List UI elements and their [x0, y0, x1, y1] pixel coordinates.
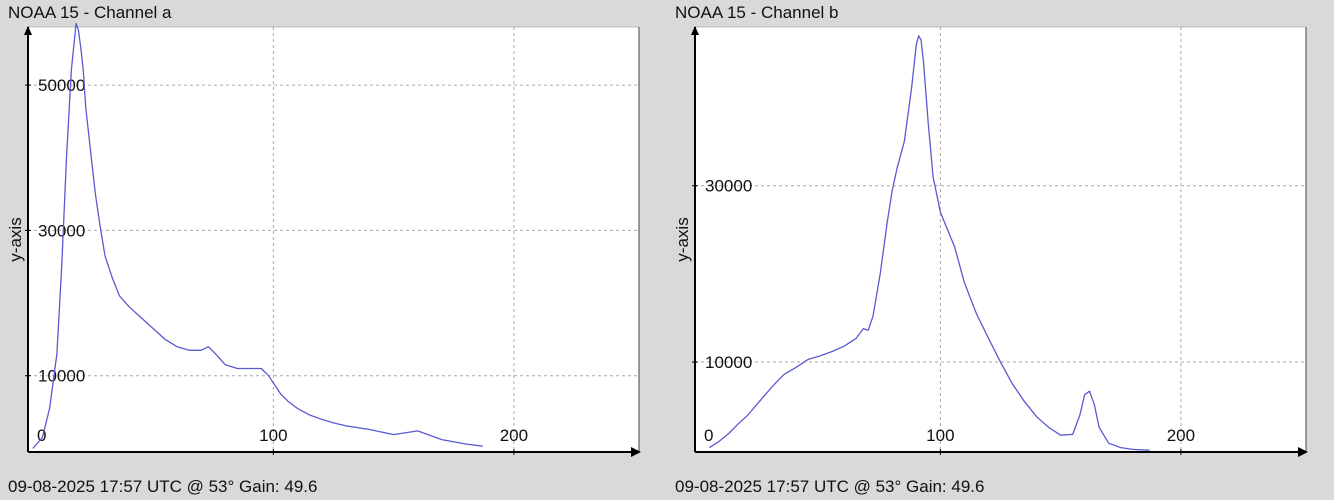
x-tick-label: 100	[259, 426, 287, 445]
x-tick-label: 0	[37, 426, 46, 445]
x-tick-label: 200	[500, 426, 528, 445]
chart-panel-a: NOAA 15 - Channel a 0 100 200 10000 30000 500…	[6, 3, 641, 496]
y-axis-label: y-axis	[673, 217, 692, 261]
series-line	[709, 35, 1150, 451]
chart-footer: 09-08-2025 17:57 UTC @ 53° Gain: 49.6	[8, 477, 318, 496]
line-chart-b: 0 100 200 10000 30000 y-axis	[673, 26, 1308, 457]
x-tick-label: 200	[1167, 426, 1195, 445]
line-chart-a: 0 100 200 10000 30000 50000 y-axis	[6, 22, 641, 457]
chart-panel-b: NOAA 15 - Channel b 0 100 200 10000 30000 y-a…	[667, 0, 1334, 500]
x-tick-label: 0	[704, 426, 713, 445]
x-tick-label: 100	[926, 426, 954, 445]
chart-title: NOAA 15 - Channel b	[675, 3, 839, 22]
y-axis-arrow	[24, 26, 32, 35]
y-tick-label: 10000	[705, 353, 752, 372]
y-axis-arrow	[691, 26, 699, 35]
y-tick-label: 30000	[38, 221, 85, 240]
y-tick-label: 10000	[38, 367, 85, 386]
plot-area	[695, 27, 1306, 452]
plot-area	[28, 27, 639, 452]
x-axis-arrow	[631, 447, 641, 457]
y-tick-label: 30000	[705, 177, 752, 196]
chart-footer: 09-08-2025 17:57 UTC @ 53° Gain: 49.6	[675, 477, 985, 496]
chart-title: NOAA 15 - Channel a	[8, 3, 172, 22]
x-axis-arrow	[1298, 447, 1308, 457]
y-axis-label: y-axis	[6, 217, 25, 261]
y-tick-label: 50000	[38, 76, 85, 95]
series-line	[32, 22, 483, 449]
